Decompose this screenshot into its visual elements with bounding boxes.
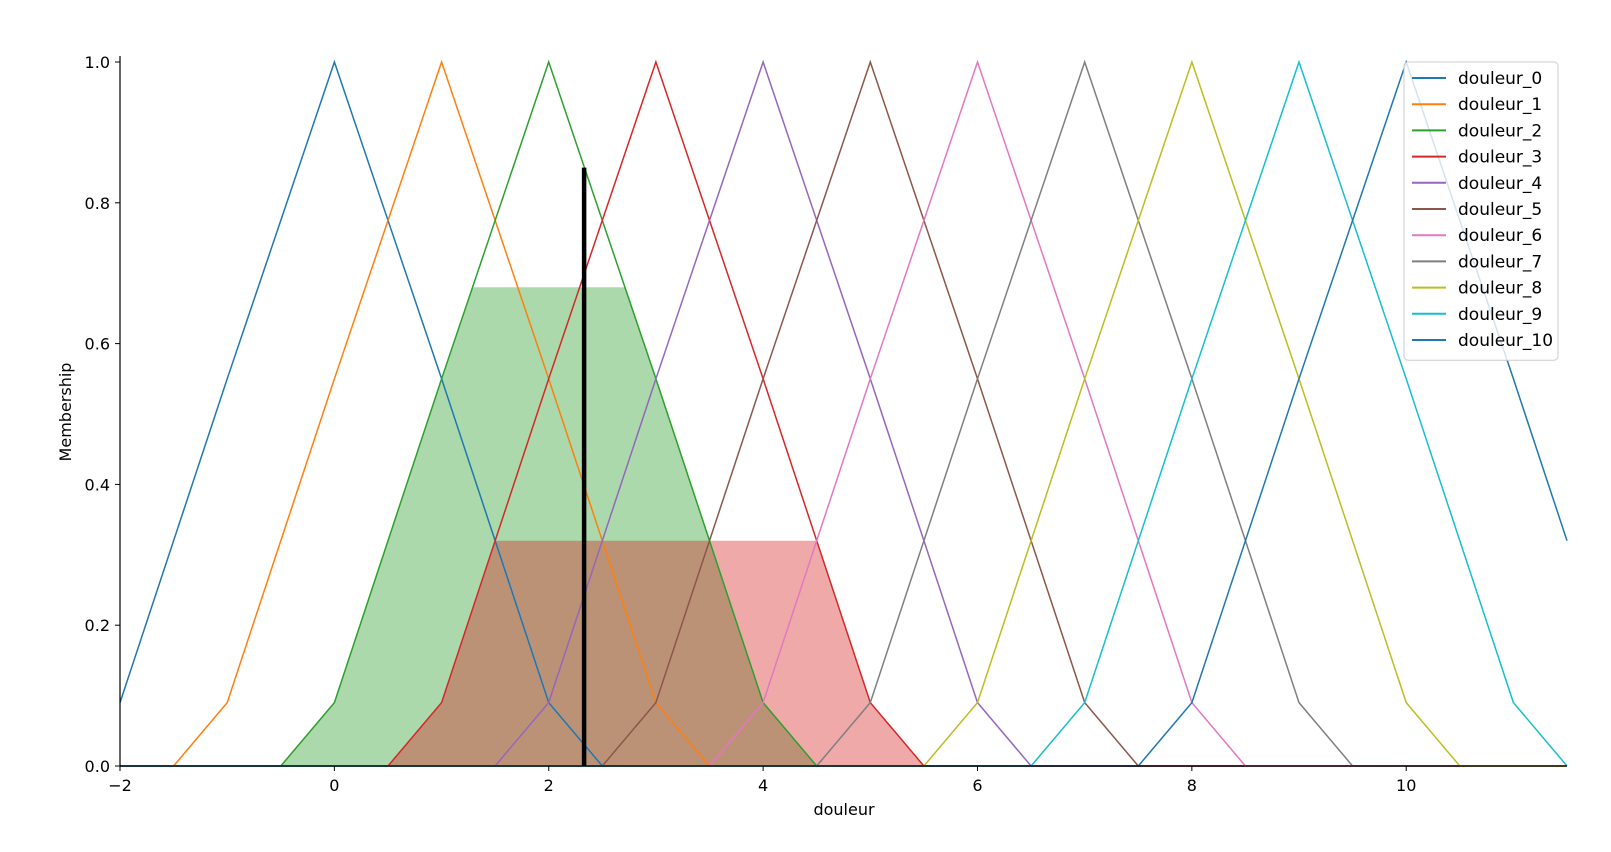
series-line-douleur_1	[120, 59, 1567, 767]
x-axis-label: douleur	[813, 800, 875, 819]
series-line-douleur_8	[120, 59, 1567, 767]
legend-label-douleur_10: douleur_10	[1458, 331, 1553, 351]
tick-labels: −2 0 2 4 6 8 10 0.0 0.2 0.4 0.6 0.8 1.0	[85, 53, 1417, 795]
x-tick-label: −2	[108, 776, 132, 795]
activation-fills	[120, 287, 1567, 766]
x-tick-label: 8	[1187, 776, 1197, 795]
membership-series	[119, 59, 1568, 767]
legend-label-douleur_7: douleur_7	[1458, 252, 1542, 272]
legend-label-douleur_8: douleur_8	[1458, 279, 1542, 299]
y-tick-label: 0.4	[85, 475, 110, 494]
series-line-douleur_6	[120, 59, 1567, 767]
axes	[119, 56, 1567, 767]
y-tick-label: 1.0	[85, 53, 110, 72]
series-line-douleur_2	[120, 59, 1567, 767]
legend-label-douleur_3: douleur_3	[1458, 148, 1542, 168]
legend-label-douleur_0: douleur_0	[1458, 69, 1542, 89]
y-tick-label: 0.6	[85, 335, 110, 354]
x-tick-label: 2	[544, 776, 554, 795]
x-tick-label: 0	[329, 776, 339, 795]
legend-label-douleur_4: douleur_4	[1458, 174, 1542, 194]
series-line-douleur_4	[120, 59, 1567, 767]
y-axis-label: Membership	[56, 363, 75, 462]
legend-box	[1403, 61, 1559, 361]
x-tick-label: 10	[1396, 776, 1416, 795]
series-line-douleur_3	[120, 59, 1567, 767]
activation-fill-douleur_2	[120, 287, 1567, 766]
series-line-douleur_9	[120, 59, 1568, 767]
legend-label-douleur_9: douleur_9	[1458, 305, 1542, 325]
y-tick-label: 0.8	[85, 194, 110, 213]
x-tick-label: 6	[972, 776, 982, 795]
legend: douleur_0 douleur_1 douleur_2 douleur_3doul…	[1403, 61, 1559, 361]
y-tick-label: 0.0	[85, 757, 110, 776]
y-tick-label: 0.2	[85, 616, 110, 635]
legend-label-douleur_1: douleur_1	[1458, 95, 1542, 115]
series-line-douleur_7	[120, 59, 1567, 767]
activation-fill-douleur_3	[120, 540, 1567, 766]
x-tick-label: 4	[758, 776, 768, 795]
series-line-douleur_5	[120, 59, 1567, 767]
legend-label-douleur_2: douleur_2	[1458, 121, 1542, 141]
legend-label-douleur_5: douleur_5	[1458, 200, 1542, 220]
legend-label-douleur_6: douleur_6	[1458, 226, 1542, 246]
